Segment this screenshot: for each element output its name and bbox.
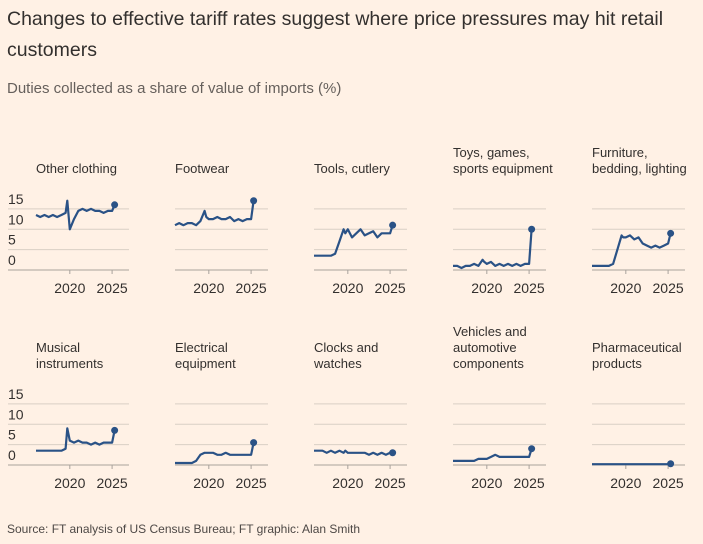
x-tick-label: 2025 (97, 280, 128, 296)
data-line (314, 449, 393, 456)
subtitle: Duties collected as a share of value of … (7, 80, 342, 97)
x-tick-label: 2020 (332, 280, 363, 296)
end-dot (528, 225, 536, 233)
y-tick-label: 0 (8, 447, 16, 463)
panel-title: Vehicles and (453, 324, 527, 339)
data-line (453, 448, 533, 462)
panel-title: Other clothing (36, 161, 117, 176)
data-line (314, 224, 394, 257)
y-tick-label: 0 (8, 252, 16, 268)
panel-title: Tools, cutlery (314, 161, 390, 176)
x-tick-label: 2020 (610, 475, 641, 491)
panel-title: automotive (453, 340, 517, 355)
x-tick-label: 2020 (332, 475, 363, 491)
panel-title: Footwear (175, 161, 230, 176)
x-tick-label: 2020 (193, 280, 224, 296)
y-tick-label: 10 (8, 406, 24, 422)
end-dot (389, 449, 397, 457)
end-dot (111, 201, 119, 209)
data-line (453, 229, 533, 270)
y-tick-label: 15 (8, 191, 24, 207)
x-tick-label: 2020 (193, 475, 224, 491)
panel-title: Toys, games, (453, 145, 530, 160)
end-dot (250, 197, 258, 205)
panel-title: products (592, 356, 642, 371)
panel-title: Clocks and (314, 340, 378, 355)
source: Source: FT analysis of US Census Bureau;… (7, 522, 361, 536)
data-line (35, 199, 116, 231)
y-tick-label: 5 (8, 427, 16, 443)
x-tick-label: 2025 (514, 280, 545, 296)
end-dot (667, 460, 675, 468)
x-tick-label: 2020 (610, 280, 641, 296)
panel-title: watches (313, 356, 362, 371)
panel-title: instruments (36, 356, 104, 371)
y-tick-label: 15 (8, 386, 24, 402)
data-line (592, 233, 672, 267)
end-dot (250, 439, 258, 447)
y-tick-label: 10 (8, 211, 24, 227)
end-dot (111, 426, 119, 434)
x-tick-label: 2025 (514, 475, 545, 491)
end-dot (667, 229, 675, 237)
x-tick-label: 2020 (54, 280, 85, 296)
panel-title: Musical (36, 340, 80, 355)
data-line (175, 442, 255, 465)
panel-title: bedding, lighting (592, 161, 687, 176)
data-line (36, 427, 116, 452)
panel-title: components (453, 356, 524, 371)
panel-title: sports equipment (453, 161, 553, 176)
x-tick-label: 2020 (471, 280, 502, 296)
x-tick-label: 2025 (97, 475, 128, 491)
panel-title: Furniture, (592, 145, 648, 160)
x-tick-label: 2025 (236, 280, 267, 296)
x-tick-label: 2025 (236, 475, 267, 491)
x-tick-label: 2025 (653, 280, 684, 296)
end-dot (389, 221, 397, 229)
x-tick-label: 2020 (471, 475, 502, 491)
x-tick-label: 2025 (375, 280, 406, 296)
x-tick-label: 2025 (375, 475, 406, 491)
y-tick-label: 5 (8, 232, 16, 248)
end-dot (528, 445, 536, 453)
panel-title: Pharmaceutical (592, 340, 682, 355)
data-line (174, 200, 255, 227)
title: Changes to effective tariff rates sugges… (7, 8, 664, 61)
panel-title: equipment (175, 356, 236, 371)
x-tick-label: 2020 (54, 475, 85, 491)
panel-title: Electrical (175, 340, 228, 355)
x-tick-label: 2025 (653, 475, 684, 491)
